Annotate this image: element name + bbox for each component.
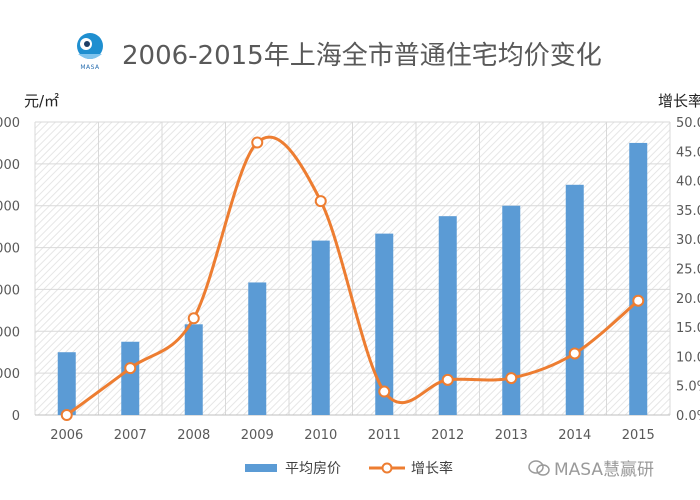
point-2009 xyxy=(251,136,264,149)
bar-2014 xyxy=(565,184,584,415)
point-2011 xyxy=(378,385,391,398)
point-2015 xyxy=(632,294,645,307)
chart-header: MASA 2006-2015年上海全市普通住宅均价变化 xyxy=(70,30,670,76)
point-2014 xyxy=(568,347,581,360)
legend-label-bar: 平均房价 xyxy=(285,461,341,477)
point-2010 xyxy=(314,195,327,208)
left-axis-ticks: 00000000000000000000000000000 xyxy=(0,116,20,424)
right-tick-label: 15.0% xyxy=(676,321,700,336)
bar-2011 xyxy=(375,233,394,415)
point-2007 xyxy=(124,362,137,375)
chart-title: 2006-2015年上海全市普通住宅均价变化 xyxy=(122,40,602,71)
right-tick-label: 25.0% xyxy=(676,263,700,278)
x-tick-label: 2006 xyxy=(50,428,83,443)
bar-2006 xyxy=(57,352,76,415)
x-tick-label: 2011 xyxy=(368,428,401,443)
masa-logo: MASA xyxy=(70,30,110,76)
right-axis-ticks: 0.0% 5.0% 10.0% 15.0% 20.0% 25.0% 30.0% 35.0% 40… xyxy=(676,116,700,424)
point-2008 xyxy=(187,312,200,325)
legend-label-line: 增长率 xyxy=(411,461,453,477)
right-tick-label: 0.0% xyxy=(676,409,700,424)
logo-text: MASA xyxy=(80,64,100,71)
left-tick-label: 0 xyxy=(12,409,20,424)
bar-2007 xyxy=(121,341,140,415)
bar-2008 xyxy=(184,324,203,415)
legend-item-bar: 平均房价 xyxy=(245,458,341,478)
masa-logo-mark xyxy=(77,33,103,59)
chart-legend: 平均房价 增长率 xyxy=(245,458,481,478)
point-2006 xyxy=(60,409,73,421)
left-axis-unit: 元/㎡ xyxy=(24,92,60,110)
right-tick-label: 45.0% xyxy=(676,145,700,160)
right-tick-label: 35.0% xyxy=(676,204,700,219)
bar-2013 xyxy=(502,205,521,415)
bar-2015 xyxy=(629,142,648,415)
line-series xyxy=(60,135,645,421)
legend-swatch-bar xyxy=(245,464,277,472)
x-tick-label: 2008 xyxy=(177,428,210,443)
bar-series xyxy=(57,142,648,415)
legend-item-line: 增长率 xyxy=(369,458,453,478)
watermark-text: MASA慧赢研 xyxy=(554,460,655,480)
legend-swatch-line xyxy=(369,462,405,474)
x-tick-label: 2012 xyxy=(431,428,464,443)
right-axis-unit: 增长率 xyxy=(658,92,700,110)
point-2013 xyxy=(505,372,518,385)
bar-2009 xyxy=(248,282,267,415)
right-tick-label: 40.0% xyxy=(676,175,700,190)
right-tick-label: 20.0% xyxy=(676,292,700,307)
right-tick-label: 10.0% xyxy=(676,350,700,365)
growth-rate-line xyxy=(65,135,640,417)
gridlines xyxy=(34,121,671,416)
x-tick-label: 2013 xyxy=(495,428,528,443)
x-tick-label: 2014 xyxy=(558,428,591,443)
bar-2010 xyxy=(311,240,330,415)
x-tick-label: 2015 xyxy=(622,428,655,443)
right-tick-label: 5.0% xyxy=(676,380,700,395)
right-tick-label: 50.0% xyxy=(676,116,700,131)
watermark: MASA慧赢研 xyxy=(528,455,654,480)
point-2012 xyxy=(441,373,454,386)
bar-2012 xyxy=(438,216,457,415)
x-axis-ticks: 2006 2007 2008 2009 2010 2011 2012 2013 2014 2015 xyxy=(50,428,655,443)
x-tick-label: 2010 xyxy=(304,428,337,443)
right-tick-label: 30.0% xyxy=(676,233,700,248)
x-tick-label: 2007 xyxy=(114,428,147,443)
wechat-icon xyxy=(528,459,550,476)
x-tick-label: 2009 xyxy=(241,428,274,443)
